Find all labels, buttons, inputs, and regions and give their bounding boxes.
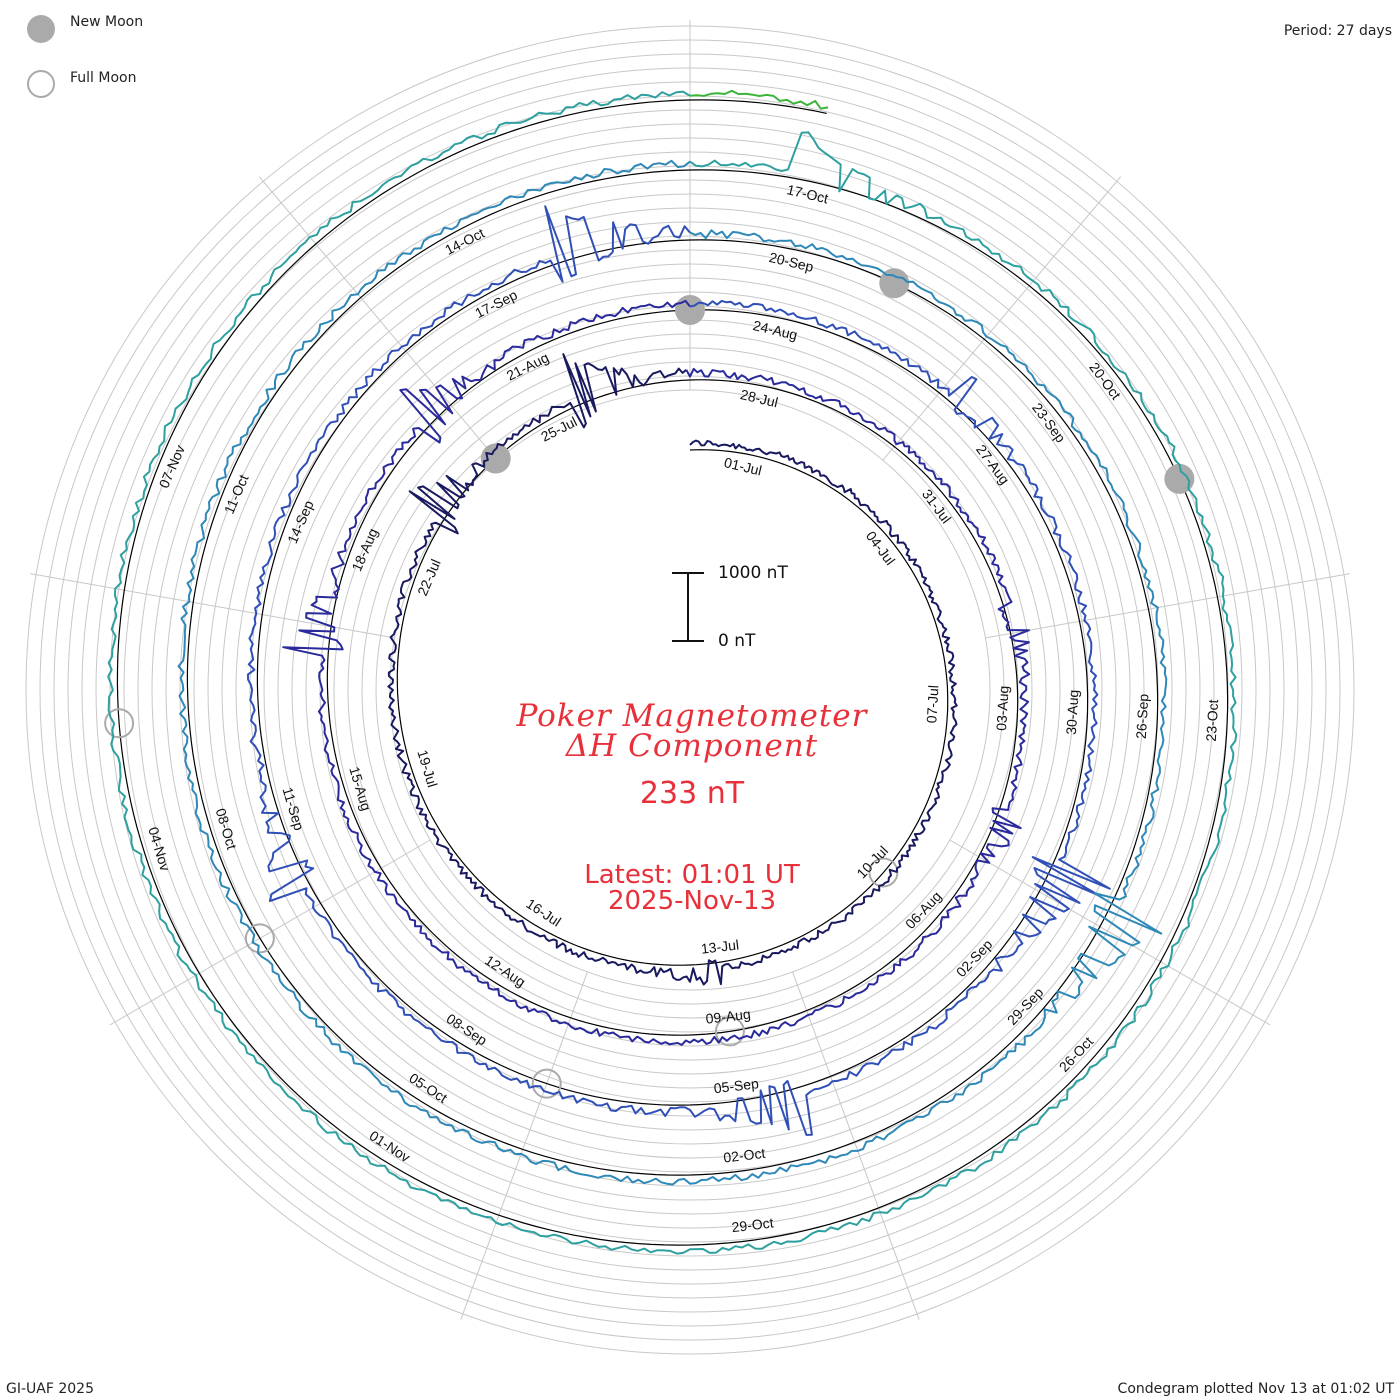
latest-date: 2025-Nov-13 bbox=[607, 886, 777, 916]
date-label: 09-Aug bbox=[705, 1006, 752, 1027]
date-label: 07-Nov bbox=[156, 443, 189, 491]
baseline-spiral-path bbox=[116, 99, 1229, 1246]
trace-segment bbox=[282, 299, 1031, 1046]
trace-segment bbox=[246, 205, 1111, 1136]
grid-spoke bbox=[460, 971, 588, 1320]
full-moon-icon bbox=[244, 923, 275, 954]
date-label: 07-Jul bbox=[923, 685, 941, 724]
new-moon-label: New Moon bbox=[70, 14, 144, 30]
grid-spoke bbox=[882, 176, 1122, 461]
new-moon-icon bbox=[675, 295, 705, 325]
scale-bar bbox=[672, 572, 704, 642]
date-label: 14-Oct bbox=[442, 225, 487, 258]
current-value: 233 nT bbox=[639, 776, 745, 811]
date-label: 08-Oct bbox=[213, 806, 240, 851]
date-label: 13-Jul bbox=[700, 936, 740, 956]
dh-trace bbox=[107, 89, 1238, 1255]
chart-title: Poker Magnetometer bbox=[516, 698, 868, 734]
trace-segment bbox=[177, 159, 1168, 1186]
date-label: 02-Oct bbox=[723, 1145, 767, 1166]
new-moon-icon bbox=[27, 15, 55, 43]
trace-segment bbox=[689, 89, 829, 110]
new-moon-icon bbox=[1164, 463, 1195, 494]
credit-label: GI-UAF 2025 bbox=[6, 1381, 94, 1397]
date-label: 29-Oct bbox=[731, 1214, 775, 1235]
radial-spokes bbox=[30, 20, 1350, 1320]
grid-spoke bbox=[258, 176, 498, 461]
plotted-label: Condegram plotted Nov 13 at 01:02 UT bbox=[1117, 1381, 1394, 1397]
date-label: 05-Oct bbox=[406, 1070, 450, 1107]
grid-spoke bbox=[949, 839, 1271, 1026]
full-moon-icon bbox=[27, 70, 55, 98]
trace-segment bbox=[107, 90, 1238, 1255]
date-label: 25-Jul bbox=[538, 413, 579, 444]
full-moon-label: Full Moon bbox=[70, 70, 137, 86]
date-label: 21-Aug bbox=[504, 349, 552, 384]
trace-segment bbox=[387, 353, 958, 986]
date-label: 05-Sep bbox=[713, 1075, 760, 1096]
date-label: 20-Oct bbox=[1086, 359, 1124, 402]
scale-top-label: 1000 nT bbox=[718, 563, 788, 583]
period-label: Period: 27 days bbox=[1283, 23, 1392, 39]
scale-bottom-label: 0 nT bbox=[718, 631, 756, 651]
new-moon-icon bbox=[480, 443, 511, 474]
full-moon-icon bbox=[714, 1016, 745, 1047]
date-label: 26-Sep bbox=[1133, 693, 1152, 739]
grid-ring bbox=[319, 319, 1061, 1061]
date-label: 01-Jul bbox=[723, 454, 764, 478]
full-moon-icon bbox=[104, 708, 135, 739]
grid-ring bbox=[305, 305, 1075, 1075]
date-label: 03-Aug bbox=[993, 685, 1012, 731]
chart-subtitle: ΔH Component bbox=[565, 728, 819, 764]
grid-spoke bbox=[792, 971, 920, 1320]
full-moon-icon bbox=[531, 1068, 562, 1099]
baseline-spiral bbox=[116, 99, 1229, 1246]
date-label: 23-Oct bbox=[1203, 699, 1221, 742]
latest-time: Latest: 01:01 UT bbox=[584, 860, 800, 890]
date-label: 17-Sep bbox=[472, 286, 520, 321]
date-label: 30-Aug bbox=[1063, 689, 1082, 735]
grid-spoke bbox=[109, 839, 431, 1026]
date-label: 18-Aug bbox=[348, 526, 381, 574]
date-label: 04-Jul bbox=[863, 528, 899, 568]
date-label: 28-Jul bbox=[739, 386, 780, 410]
grid-spoke bbox=[985, 573, 1350, 639]
